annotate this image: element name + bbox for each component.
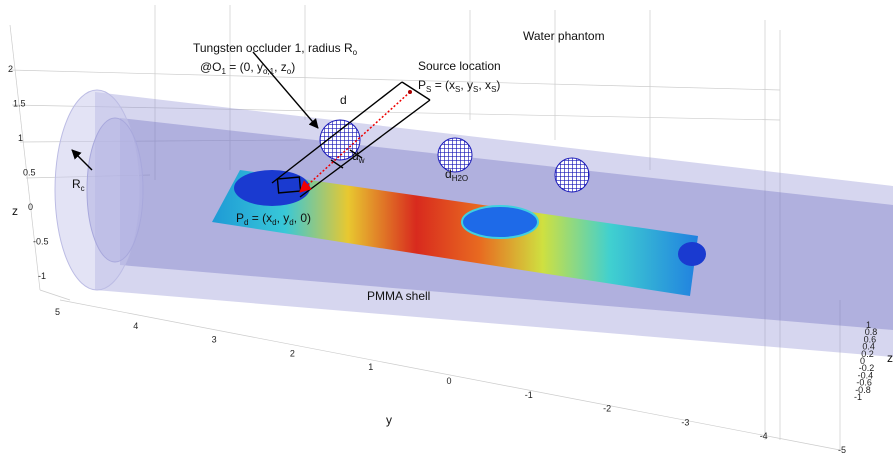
z-tick-label: -1: [38, 271, 46, 281]
source-point: [408, 90, 412, 94]
subscript: o,1: [263, 67, 275, 76]
annotation-part: P: [236, 211, 244, 225]
annotation-part: d: [445, 167, 452, 181]
subscript: S: [491, 85, 496, 94]
y-tick-label: 0: [447, 376, 452, 386]
annotation: dw: [352, 149, 365, 165]
x-tick-label: -0.2: [859, 363, 875, 373]
subscript: H2O: [452, 174, 468, 183]
z-tick-label: 0: [28, 202, 33, 212]
x-tick-label: 0.8: [865, 327, 878, 337]
x-tick-label: -0.8: [855, 385, 871, 395]
x-tick-label: 0.6: [864, 334, 877, 344]
subscript: 1: [222, 67, 227, 76]
annotation: PS = (xS, yS, xS): [418, 78, 500, 94]
y-axis-label: y: [386, 413, 392, 427]
annotation-part: ): [496, 78, 500, 92]
annotation-part: d: [340, 93, 347, 107]
annotation-part: Tungsten occluder 1, radius R: [193, 41, 353, 55]
subscript: d: [244, 218, 248, 227]
annotation-part: @O: [200, 60, 222, 74]
z-tick-label: 2: [8, 64, 13, 74]
y-tick-label: 5: [55, 307, 60, 317]
annotation-part: , y: [460, 78, 473, 92]
x-axis-label: z: [887, 351, 893, 365]
x-tick-label: -0.4: [858, 370, 874, 380]
y-tick-label: -3: [681, 417, 689, 427]
annotation-part: , y: [277, 211, 290, 225]
annotation-part: Water phantom: [523, 29, 605, 43]
source-ray: [299, 91, 411, 193]
y-tick-label: 4: [133, 321, 138, 331]
detector-plane: [212, 170, 706, 296]
annotation: Rc: [72, 177, 85, 193]
x-tick-label: 0.2: [861, 349, 874, 359]
annotation-part: ): [291, 60, 295, 74]
subscript: o: [353, 48, 358, 57]
axes: 21.510.50-0.5-1z543210-1-2-3-4-5y10.80.6…: [8, 64, 893, 455]
annotation: @O1 = (0, yo,1, zo): [200, 60, 295, 76]
annotation: Pd = (xd, yd, 0): [236, 211, 311, 227]
subscript: c: [81, 184, 85, 193]
x-tick-label: 0: [860, 356, 865, 366]
subscript: o: [287, 67, 292, 76]
annotation-part: , x: [478, 78, 491, 92]
annotation-part: = (x: [248, 211, 272, 225]
z-tick-label: 1.5: [13, 99, 26, 109]
annotation-part: PMMA shell: [367, 289, 430, 303]
z-tick-label: 1: [18, 133, 23, 143]
y-tick-label: 3: [212, 335, 217, 345]
x-tick-label: 0.4: [862, 342, 875, 352]
x-tick-label: -0.6: [856, 378, 872, 388]
subscript: S: [426, 85, 431, 94]
z-axis-label: z: [12, 204, 18, 218]
annotation-part: = (0, y: [226, 60, 263, 74]
y-tick-label: -4: [760, 431, 768, 441]
subscript: w: [358, 156, 365, 165]
annotation: Source location: [418, 59, 501, 73]
annotation: dH2O: [445, 167, 468, 183]
subscript: S: [473, 85, 478, 94]
annotation-part: Source location: [418, 59, 501, 73]
annotation: d: [340, 93, 347, 107]
annotation-part: P: [418, 78, 426, 92]
annotation-part: R: [72, 177, 81, 191]
subscript: d: [289, 218, 293, 227]
annotation: PMMA shell: [367, 289, 430, 303]
y-tick-label: -2: [603, 404, 611, 414]
x-tick-label: 1: [866, 320, 871, 330]
annotation: Water phantom: [523, 29, 605, 43]
x-tick-label: -1: [854, 392, 862, 402]
y-tick-label: -5: [838, 445, 846, 455]
z-tick-label: 0.5: [23, 168, 36, 178]
y-tick-label: 2: [290, 348, 295, 358]
annotation-part: d: [352, 149, 359, 163]
z-tick-label: -0.5: [33, 237, 49, 247]
subscript: d: [272, 218, 276, 227]
annotation-part: , 0): [294, 211, 311, 225]
annotation-part: , z: [274, 60, 287, 74]
annotations: Tungsten occluder 1, radius Ro@O1 = (0, …: [72, 29, 605, 303]
y-tick-label: 1: [368, 362, 373, 372]
geometry-lines: [71, 51, 431, 198]
y-tick-label: -1: [525, 390, 533, 400]
annotation: Tungsten occluder 1, radius Ro: [193, 41, 358, 57]
subscript: S: [455, 85, 460, 94]
annotation-part: = (x: [431, 78, 455, 92]
